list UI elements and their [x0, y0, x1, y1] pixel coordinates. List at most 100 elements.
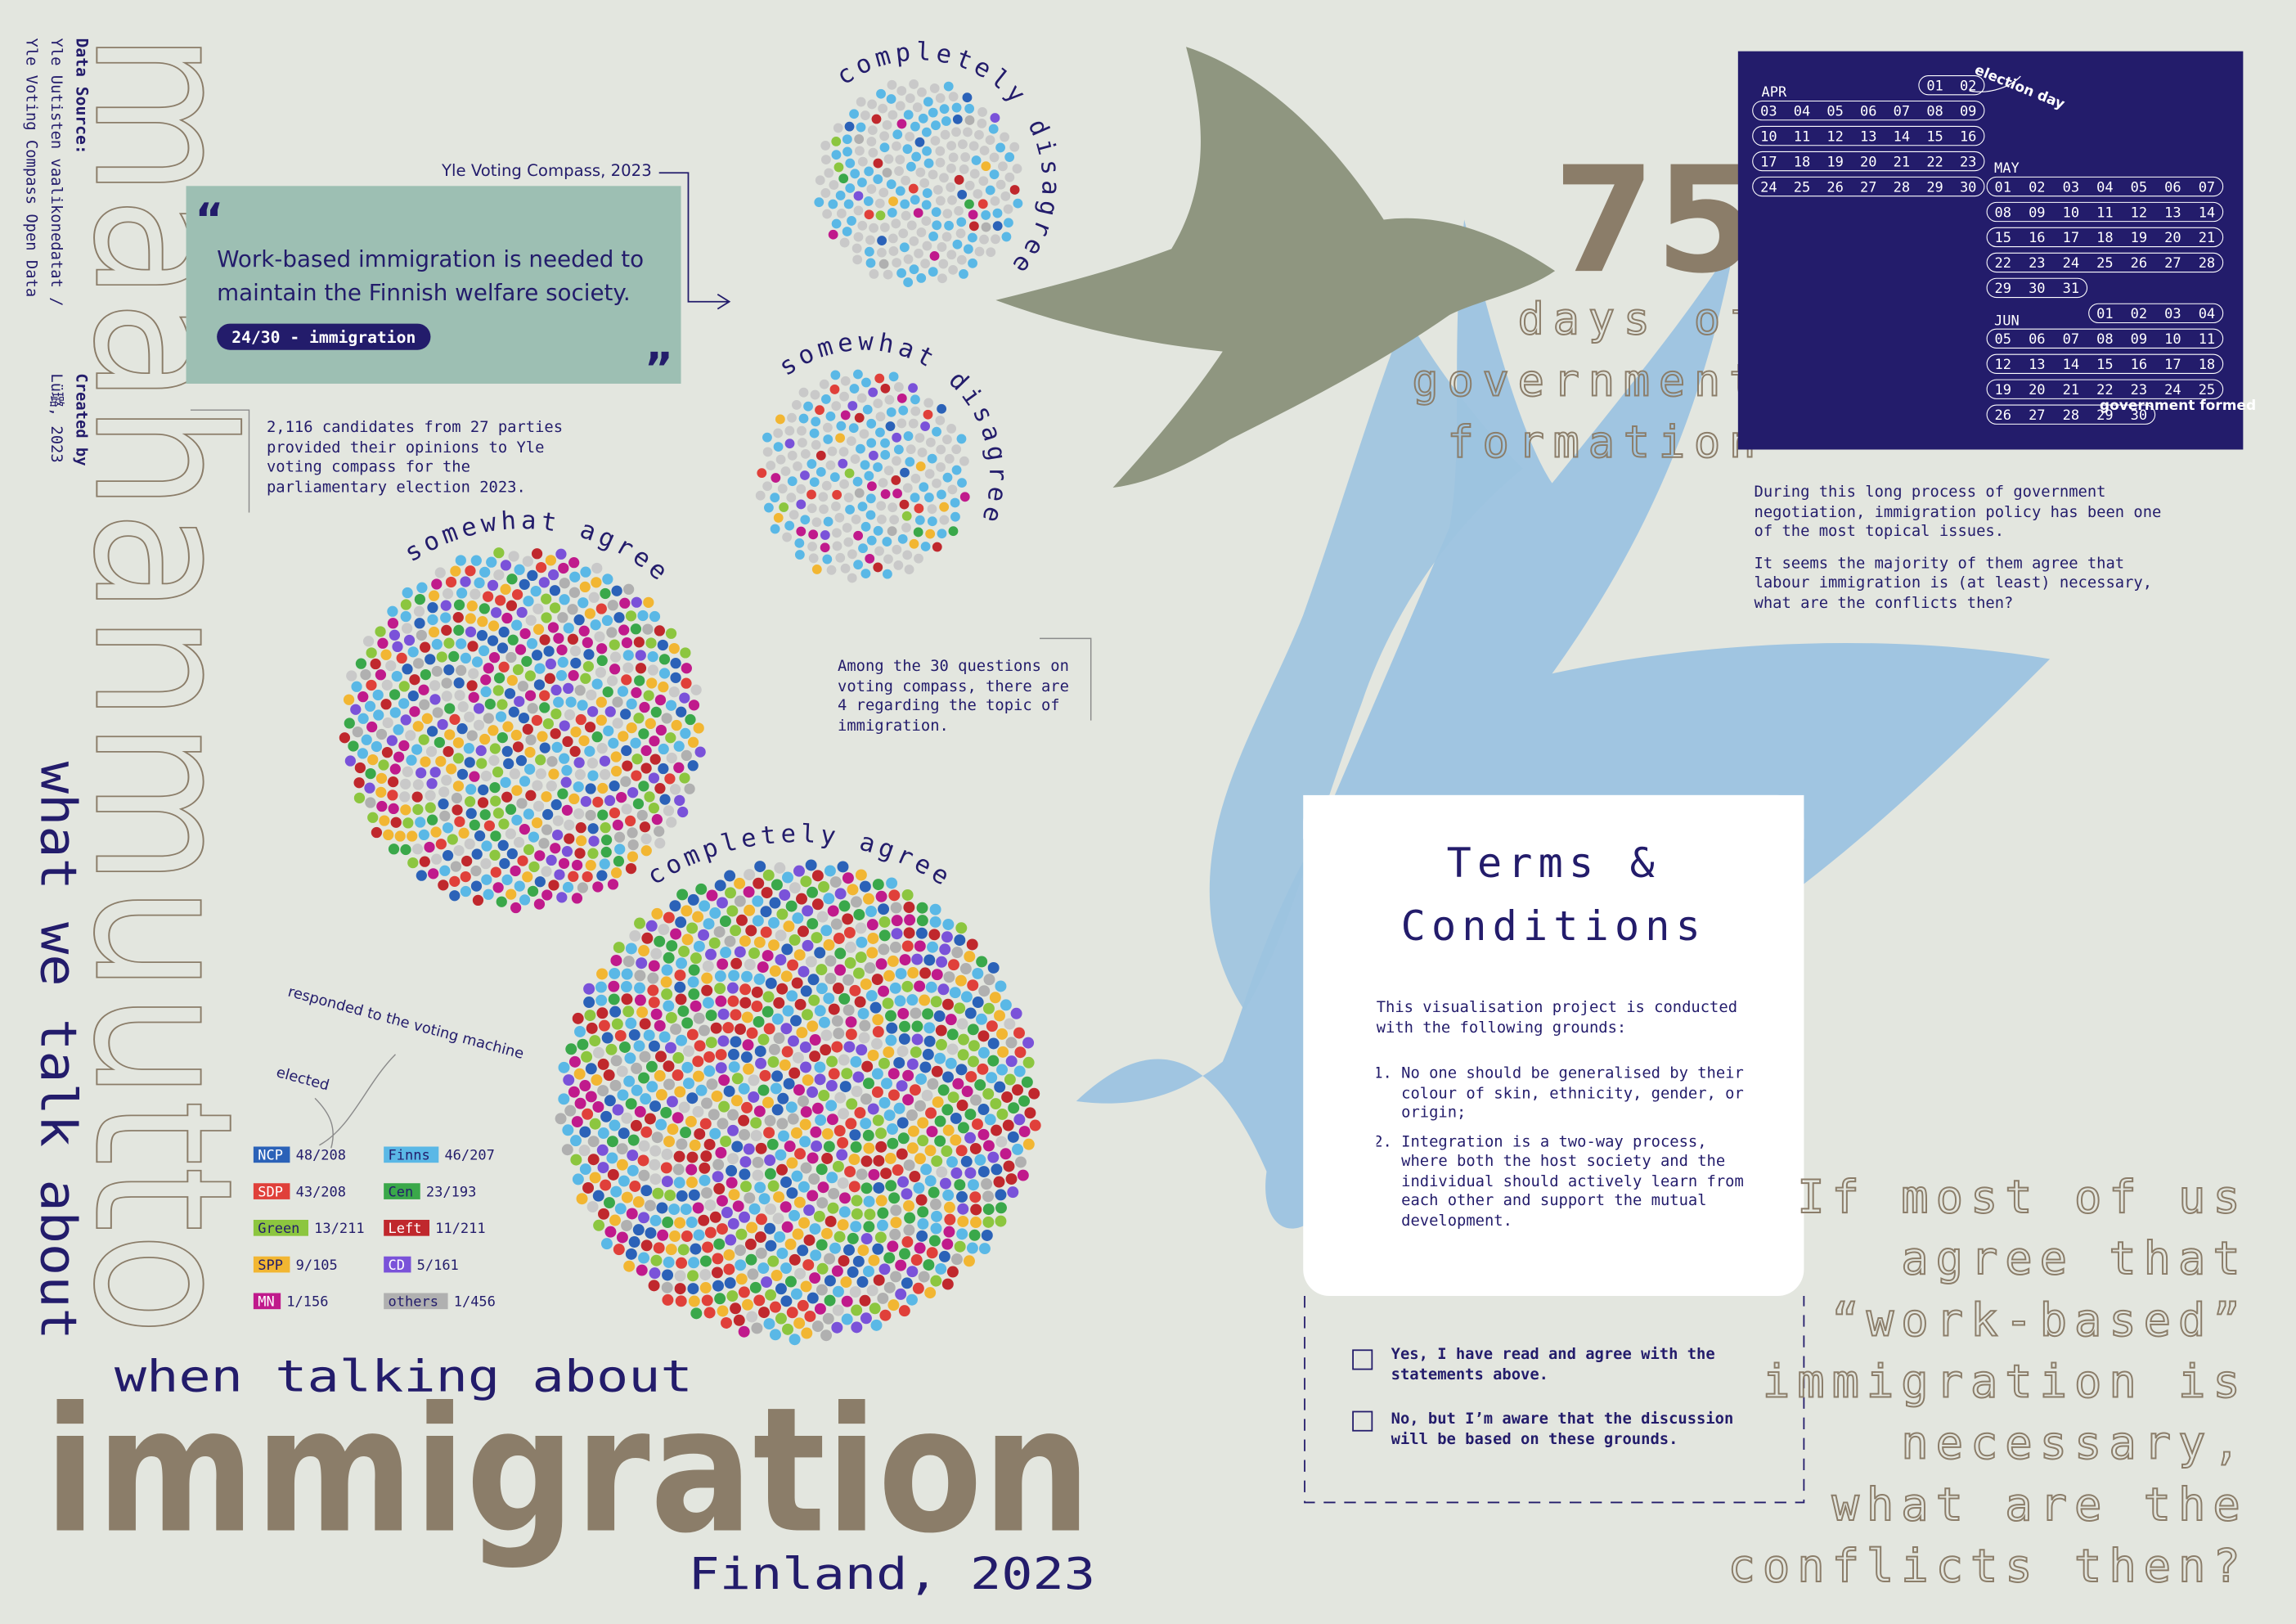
dot	[519, 578, 530, 590]
dot	[873, 398, 883, 409]
terms-option[interactable]: No, but I’m aware that the discussion wi…	[1391, 1410, 1734, 1448]
dot	[875, 412, 886, 422]
dot	[720, 1136, 732, 1148]
dot	[764, 1222, 776, 1235]
dot	[453, 599, 465, 611]
dot	[600, 1110, 613, 1122]
dot	[501, 745, 513, 758]
dot	[609, 967, 621, 979]
dot	[610, 867, 622, 879]
dot	[679, 692, 690, 704]
dot	[669, 1230, 681, 1243]
dot	[685, 1115, 697, 1127]
dot	[828, 229, 838, 240]
dot	[794, 1148, 807, 1160]
dot	[825, 411, 836, 421]
dot	[625, 1248, 637, 1260]
dot	[831, 150, 842, 160]
calendar-day: 19	[1995, 382, 2011, 398]
dot	[664, 773, 676, 785]
dot	[720, 947, 732, 959]
dot	[917, 1117, 929, 1129]
dot	[610, 955, 622, 966]
dot	[981, 1229, 993, 1241]
dot	[860, 978, 872, 990]
dot	[606, 627, 618, 638]
dot	[837, 1177, 849, 1190]
dot	[977, 107, 987, 117]
dot	[609, 1005, 622, 1018]
dot	[844, 941, 856, 953]
dot	[666, 940, 678, 952]
dot	[770, 1082, 782, 1095]
dot	[481, 874, 492, 885]
dot	[621, 745, 632, 757]
dot	[799, 1118, 811, 1131]
dot	[790, 1288, 802, 1300]
dot	[660, 976, 672, 988]
dot	[465, 613, 476, 624]
dot	[877, 1219, 888, 1231]
dot	[674, 1086, 686, 1098]
dot	[612, 1104, 624, 1116]
dot	[597, 1162, 609, 1174]
dot	[456, 587, 468, 599]
dot	[741, 1298, 753, 1311]
dot	[524, 763, 536, 775]
dot	[518, 712, 530, 724]
calendar-day: 19	[2131, 230, 2147, 246]
dot	[959, 268, 968, 279]
dot	[974, 129, 984, 140]
dot	[899, 499, 910, 510]
dot	[573, 808, 585, 820]
dot	[470, 588, 481, 600]
dot	[621, 803, 632, 815]
dot	[884, 394, 895, 405]
dot	[787, 1113, 799, 1125]
dot	[948, 92, 959, 102]
dot	[468, 691, 479, 703]
dot	[754, 1045, 766, 1057]
calendar-day: 05	[2131, 179, 2147, 196]
dot	[498, 818, 510, 830]
dot	[608, 737, 619, 749]
dot	[412, 803, 424, 816]
dot	[853, 205, 864, 216]
dot	[918, 113, 928, 124]
dot	[643, 596, 654, 608]
dot	[621, 1112, 633, 1124]
dot	[867, 1103, 879, 1115]
dot	[915, 927, 928, 939]
dot	[763, 1127, 775, 1139]
dot	[820, 1029, 833, 1041]
dot	[914, 553, 923, 564]
dot	[979, 234, 989, 245]
dot	[770, 524, 780, 534]
dot	[875, 210, 886, 221]
dot	[674, 1283, 686, 1295]
dot	[921, 200, 932, 210]
dot	[860, 460, 870, 470]
dot	[855, 922, 867, 934]
dot	[687, 976, 699, 988]
dot	[751, 1001, 763, 1013]
dot	[681, 749, 692, 762]
dot	[831, 218, 842, 229]
dot	[746, 1027, 758, 1039]
dot	[614, 1203, 627, 1215]
dot	[688, 988, 700, 1001]
dot	[631, 596, 642, 608]
dot	[633, 637, 645, 648]
dot	[859, 1019, 871, 1032]
dot	[917, 1206, 929, 1218]
dot	[973, 189, 983, 199]
dot	[609, 807, 621, 819]
checkbox[interactable]	[1352, 1410, 1373, 1432]
dot	[885, 1180, 897, 1192]
dot	[648, 960, 660, 972]
calendar-day: 13	[1860, 128, 1876, 145]
checkbox[interactable]	[1352, 1349, 1373, 1370]
dot	[889, 941, 901, 953]
terms-option[interactable]: Yes, I have read and agree with the stat…	[1391, 1345, 1715, 1383]
dot	[802, 1009, 813, 1021]
